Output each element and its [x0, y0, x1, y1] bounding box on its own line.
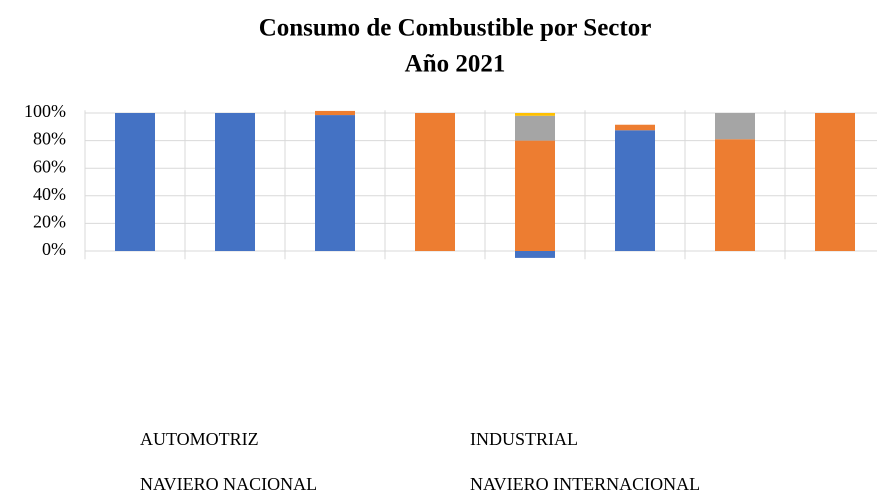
y-tick-label: 0%: [42, 239, 66, 259]
bar-segment: [515, 251, 555, 258]
legend-label: NAVIERO NACIONAL: [140, 474, 317, 493]
chart-title: Consumo de Combustible por Sector: [259, 15, 652, 42]
legend-label: AUTOMOTRIZ: [140, 429, 259, 449]
legend-label: INDUSTRIAL: [470, 429, 578, 449]
legend-label: NAVIERO INTERNACIONAL: [470, 474, 700, 493]
chart-subtitle: Año 2021: [405, 51, 506, 78]
bar-segment: [115, 113, 155, 251]
bar-segment: [415, 113, 455, 251]
bar-segment: [215, 113, 255, 251]
bar-segment: [715, 113, 755, 140]
bar-segment: [815, 113, 855, 251]
bar-segment: [515, 115, 555, 141]
y-tick-label: 20%: [33, 212, 66, 232]
bar-segment: [715, 139, 755, 251]
y-tick-label: 40%: [33, 184, 66, 204]
y-tick-label: 80%: [33, 129, 66, 149]
bar-segment: [515, 113, 555, 116]
bar-segment: [315, 110, 355, 116]
bar-segment: [615, 130, 655, 251]
y-tick-label: 100%: [24, 101, 66, 121]
y-tick-label: 60%: [33, 156, 66, 176]
bar-segment: [515, 140, 555, 251]
bar-segment: [615, 124, 655, 131]
bar-segment: [315, 115, 355, 251]
